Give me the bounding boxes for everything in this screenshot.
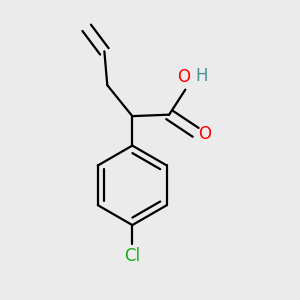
Text: O: O (198, 125, 211, 143)
Text: Cl: Cl (124, 247, 140, 265)
Text: H: H (195, 67, 208, 85)
Text: O: O (177, 68, 190, 86)
